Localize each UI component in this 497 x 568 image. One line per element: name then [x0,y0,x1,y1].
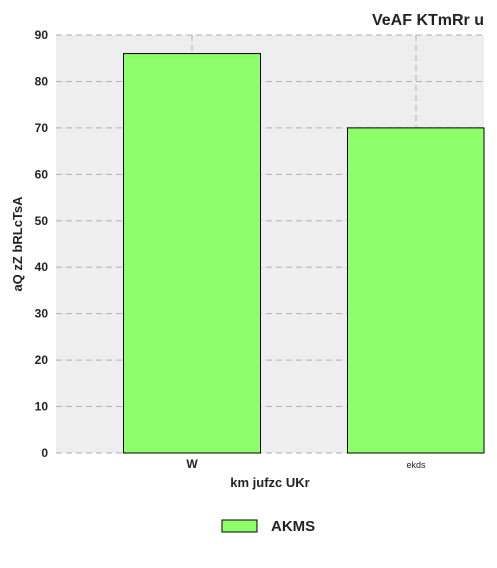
x-axis-title: km jufzc UKr [230,475,309,490]
chart-title: VeAF KTmRr u [372,12,484,29]
y-tick-label: 0 [41,446,48,460]
y-tick-label: 10 [35,400,49,414]
y-tick-labels: 0 10 20 30 40 50 60 70 80 90 [35,28,49,460]
y-tick-label: 90 [35,28,49,42]
x-tick-label: W [186,457,198,471]
bar-ekds [347,127,485,454]
y-tick-label: 60 [35,167,49,181]
y-tick-label: 20 [35,353,49,367]
y-tick-label: 40 [35,260,49,274]
y-tick-label: 70 [35,121,49,135]
bar-w [123,53,261,454]
legend: AKMS [221,518,315,535]
legend-label-akms: AKMS [271,518,315,535]
legend-swatch-akms [221,519,258,533]
y-tick-label: 80 [35,74,49,88]
x-tick-label: ekds [406,460,426,470]
y-axis-title: aQ zZ bRLcTsA [10,196,25,292]
y-tick-label: 50 [35,214,49,228]
y-tick-label: 30 [35,307,49,321]
bars [123,53,485,454]
